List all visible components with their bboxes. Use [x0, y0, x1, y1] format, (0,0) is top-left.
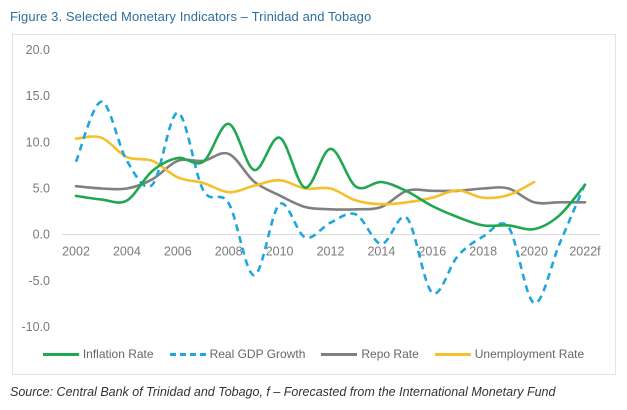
chart-frame	[12, 34, 616, 375]
y-tick-label: -10.0	[22, 320, 51, 334]
x-tick-label: 2008	[215, 245, 243, 259]
legend-item-unemployment: Unemployment Rate	[434, 347, 585, 361]
legend-item-gdp: Real GDP Growth	[169, 347, 306, 361]
legend-swatch-inflation	[42, 352, 79, 356]
x-tick-label: 2002	[62, 245, 90, 259]
x-tick-label: 2010	[266, 245, 294, 259]
x-tick-label: 2016	[418, 245, 446, 259]
legend-label: Real GDP Growth	[209, 347, 306, 361]
y-tick-label: -5.0	[28, 274, 50, 288]
legend-item-repo: Repo Rate	[321, 347, 419, 361]
x-tick-label: 2006	[164, 245, 192, 259]
series-line-inflation-rate	[74, 122, 587, 231]
chart-legend: Inflation Rate Real GDP Growth Repo Rate…	[0, 344, 627, 364]
legend-label: Repo Rate	[361, 347, 419, 361]
y-axis-ticks: 20.0 15.0 10.0 5.0 0.0 -5.0 -10.0	[22, 43, 51, 334]
series-lines	[74, 100, 587, 305]
x-tick-label: 2020	[520, 245, 548, 259]
x-tick-label: 2018	[469, 245, 497, 259]
y-tick-label: 20.0	[26, 43, 50, 57]
x-tick-label: 2012	[317, 245, 345, 259]
y-tick-label: 10.0	[26, 135, 50, 149]
legend-label: Inflation Rate	[82, 347, 154, 361]
series-line-repo-rate	[74, 151, 587, 211]
y-tick-label: 5.0	[33, 182, 50, 196]
x-tick-label: 2004	[113, 245, 141, 259]
y-tick-label: 0.0	[33, 228, 50, 242]
figure-title: Figure 3. Selected Monetary Indicators –…	[10, 9, 372, 24]
x-tick-label: 2022f	[569, 245, 601, 259]
x-axis-ticks: 2002 2004 2006 2008 2010 2012 2014 2016 2018 2020…	[62, 245, 601, 259]
legend-item-inflation: Inflation Rate	[42, 347, 154, 361]
source-note: Source: Central Bank of Trinidad and Tob…	[10, 385, 556, 399]
legend-label: Unemployment Rate	[474, 347, 585, 361]
x-tick-label: 2014	[367, 245, 395, 259]
legend-swatch-repo	[321, 352, 358, 356]
series-line-unemployment-rate	[74, 135, 536, 206]
y-tick-label: 15.0	[26, 89, 50, 103]
legend-swatch-gdp	[169, 352, 206, 356]
series-line-real-gdp-growth	[74, 100, 587, 305]
legend-swatch-unemployment	[434, 352, 471, 356]
